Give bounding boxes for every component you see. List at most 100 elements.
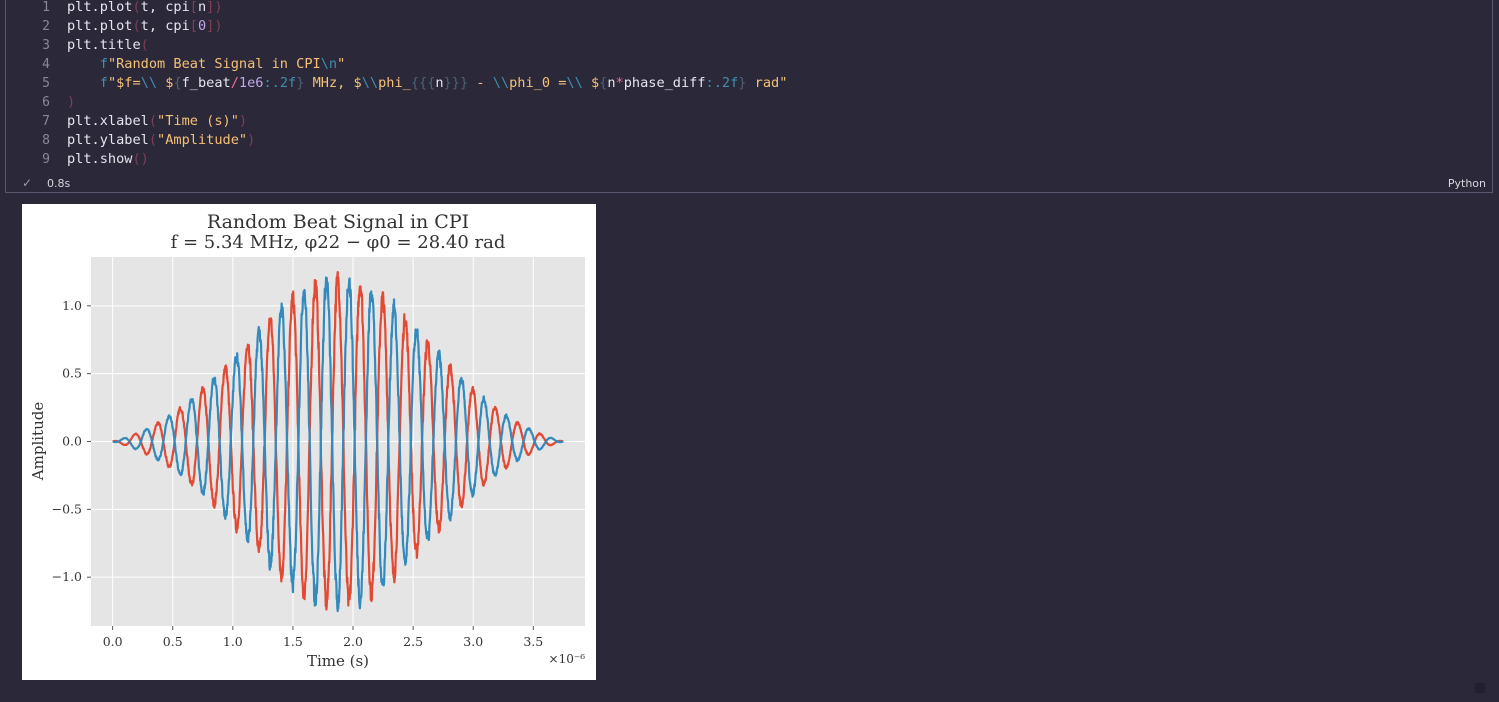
code-token: /	[230, 75, 239, 91]
execution-time: 0.8s	[47, 177, 71, 190]
y-tick-label: 1.0	[62, 298, 82, 313]
x-tick-label: 0.5	[163, 634, 183, 649]
code-token: phi_	[378, 75, 411, 91]
code-token: )	[238, 113, 248, 129]
y-tick-label: 0.0	[62, 434, 82, 449]
code-token: )	[247, 132, 256, 148]
y-tick-label: −1.0	[52, 569, 82, 584]
code-token: [	[189, 0, 198, 15]
line-number: 2	[42, 19, 50, 34]
code-token: }	[296, 75, 305, 91]
code-token: n	[607, 75, 616, 91]
code-token: phase_diff	[623, 75, 706, 91]
code-token: f	[99, 56, 108, 72]
line-number: 5	[42, 76, 50, 91]
code-token: )	[67, 94, 76, 110]
series-line-2	[111, 276, 565, 613]
code-token: ()	[132, 151, 149, 167]
code-token: plt.plot	[67, 0, 133, 15]
code-token: plt.ylabel	[67, 132, 149, 148]
code-token: \\	[361, 75, 379, 91]
code-token: }}}	[443, 75, 469, 91]
code-token: :.2f	[705, 75, 739, 91]
x-axis-label: Time (s)	[307, 652, 369, 670]
code-token: n	[435, 75, 444, 91]
x-axis-multiplier: ×10⁻⁶	[549, 652, 586, 666]
code-token: ])	[206, 18, 223, 34]
y-tick-label: −0.5	[52, 501, 82, 516]
code-token: }	[738, 75, 747, 91]
line-number: 1	[42, 0, 50, 15]
series-line-1	[111, 270, 565, 611]
code-token: $	[157, 75, 174, 91]
cell-status-bar: ✓ 0.8s Python	[6, 174, 1492, 193]
x-tick-label: 2.0	[343, 634, 363, 649]
code-token: plt.plot	[67, 18, 133, 34]
code-token: plt.title	[67, 37, 141, 53]
code-token: (	[140, 37, 149, 53]
line-number: 9	[42, 152, 50, 167]
line-source: plt.show()	[67, 150, 149, 169]
code-token: "	[337, 56, 346, 72]
y-axis-ticks: −1.0 −0.5 0.0 0.5 1.0	[52, 298, 91, 584]
x-tick-label: 1.0	[223, 634, 243, 649]
beat-signal-chart: Random Beat Signal in CPI f = 5.34 MHz, …	[29, 211, 586, 670]
code-token: phi_0 =	[509, 75, 567, 91]
code-token: n	[197, 0, 207, 15]
line-source: plt.xlabel("Time (s)")	[67, 112, 247, 131]
x-axis-ticks: 0.0 0.5 1.0 1.5 2.0 2.5 3.0 3.5	[103, 626, 543, 649]
line-number: 8	[42, 133, 50, 148]
cell-output: Random Beat Signal in CPI f = 5.34 MHz, …	[22, 204, 596, 680]
code-token: {	[599, 75, 608, 91]
language-label[interactable]: Python	[1447, 177, 1486, 190]
code-token: \n	[320, 56, 338, 72]
code-token: f_beat	[181, 75, 231, 91]
code-token: t, cpi	[140, 18, 190, 34]
code-token: "Random Beat Signal in CPI	[107, 56, 321, 72]
code-token: *	[615, 75, 624, 91]
y-tick-label: 0.5	[62, 366, 82, 381]
chart-title: Random Beat Signal in CPI	[207, 211, 469, 233]
code-token: plt.xlabel	[67, 113, 149, 129]
resize-handle[interactable]	[1475, 683, 1485, 693]
code-token: rad"	[746, 75, 788, 91]
code-token: t, cpi	[140, 0, 190, 15]
line-source: plt.ylabel("Amplitude")	[67, 131, 255, 150]
code-token: \\	[566, 75, 583, 91]
series-group	[111, 270, 565, 613]
x-tick-label: 1.5	[283, 634, 303, 649]
grid	[91, 257, 585, 626]
code-cell[interactable]: 1 plt.plot(t, cpi[n]) 2 plt.plot(t, cpi[0])…	[5, 0, 1493, 193]
code-token: (	[132, 0, 141, 15]
code-token: {{{	[410, 75, 436, 91]
line-number: 6	[42, 95, 50, 110]
x-tick-label: 2.5	[403, 634, 423, 649]
code-token	[67, 56, 100, 72]
x-tick-label: 3.0	[463, 634, 483, 649]
code-token: {	[173, 75, 182, 91]
check-icon: ✓	[22, 176, 33, 190]
code-token: \\	[492, 75, 510, 91]
code-token: \\	[140, 75, 158, 91]
code-token: 0	[197, 18, 207, 34]
code-token: (	[148, 113, 158, 129]
code-token: ])	[206, 0, 223, 15]
code-token: -	[468, 75, 493, 91]
line-source: plt.plot(t, cpi[0])	[67, 17, 223, 36]
code-token: (	[132, 18, 141, 34]
x-tick-label: 3.5	[523, 634, 543, 649]
code-token: [	[189, 18, 198, 34]
code-token: $	[582, 75, 600, 91]
code-token: "Amplitude"	[157, 132, 248, 148]
line-number: 7	[42, 114, 50, 129]
x-tick-label: 0.0	[103, 634, 123, 649]
chart-subtitle: f = 5.34 MHz, φ22 − φ0 = 28.40 rad	[171, 232, 506, 253]
code-token: 1e6	[238, 75, 264, 91]
code-token: MHz, $	[304, 75, 362, 91]
code-token	[67, 75, 100, 91]
code-token: "$f=	[107, 75, 141, 91]
line-source: f"$f=\\ ${f_beat/1e6:.2f} MHz, $\\phi_{{…	[67, 74, 788, 93]
code-token: f	[99, 75, 108, 91]
line-number: 4	[42, 57, 50, 72]
code-token: :.2f	[263, 75, 297, 91]
